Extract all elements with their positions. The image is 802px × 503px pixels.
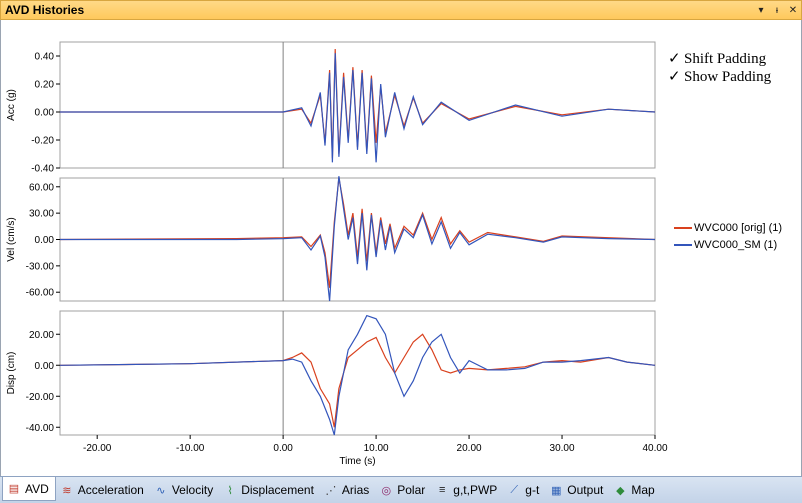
pin-icon[interactable]: ᵼ [775,4,779,16]
bottom-tab-bar: ▤ AVD ≋ Acceleration ∿ Velocity ⌇ Displa… [0,476,802,503]
tab-velocity[interactable]: ∿ Velocity [150,479,219,501]
show-padding-label: Show Padding [684,69,772,85]
tab-label: Map [631,483,655,497]
legend-item-sm: WVC000_SM (1) [674,236,782,253]
y-axis-label: Disp (cm) [6,352,17,395]
shift-padding-label: Shift Padding [684,51,767,67]
legend-swatch [674,226,692,229]
series-line-sm [60,53,656,163]
legend: WVC000 [orig] (1) WVC000_SM (1) [674,219,782,253]
output-icon: ▦ [551,484,562,497]
avd-icon: ▤ [8,483,20,495]
padding-options: ✓ Shift Padding ✓ Show Padding [668,50,771,86]
tab-label: AVD [25,481,49,496]
y-tick-label: -0.40 [31,164,54,175]
y-tick-label: 0.00 [35,361,55,372]
x-tick-label: 20.00 [457,443,482,454]
velocity-icon: ∿ [156,484,166,497]
tab-label: Polar [397,483,426,497]
checkmark-icon: ✓ [668,69,681,85]
tab-avd[interactable]: ▤ AVD [2,477,56,501]
x-tick-label: 30.00 [550,443,575,454]
y-tick-label: 0.40 [35,52,55,63]
x-tick-label: 0.00 [273,443,293,454]
tab-displacement[interactable]: ⌇ Displacement [219,479,320,501]
x-axis-label: Time (s) [339,456,375,467]
x-tick-label: 40.00 [642,443,667,454]
tab-label: g,t,PWP [453,483,498,497]
shift-padding-option[interactable]: ✓ Shift Padding [668,50,771,68]
close-icon[interactable]: ✕ [788,4,798,16]
plot-frame [59,177,656,302]
displacement-icon: ⌇ [227,484,233,497]
tab-label: Velocity [171,483,214,497]
legend-label: WVC000 [orig] (1) [694,221,783,234]
arias-icon: ⋰ [325,484,337,497]
legend-item-orig: WVC000 [orig] (1) [674,219,782,236]
y-tick-label: 30.00 [29,209,54,220]
y-tick-label: 60.00 [29,182,54,193]
y-tick-label: 0.00 [35,108,55,119]
tab-arias[interactable]: ⋰ Arias [320,479,375,501]
tab-label: Output [567,483,604,497]
polar-icon: ◎ [381,484,392,497]
x-tick-label: -20.00 [83,443,112,454]
checkmark-icon: ✓ [668,51,681,67]
dropdown-icon[interactable]: ▾ [758,4,764,16]
series-line-sm [60,176,656,302]
y-axis-label: Vel (cm/s) [6,217,17,261]
legend-swatch [674,243,692,246]
tab-polar[interactable]: ◎ Polar [375,479,431,501]
window-titlebar: AVD Histories ▾ ᵼ ✕ [0,0,802,20]
y-tick-label: -20.00 [26,392,55,403]
show-padding-option[interactable]: ✓ Show Padding [668,68,771,86]
x-tick-label: -10.00 [176,443,205,454]
avd-plots: 0.40 0.20 0.00 -0.20 -0.40 Acc (g) 60.00 30.00 0… [6,41,668,467]
tab-output[interactable]: ▦ Output [545,479,609,501]
tab-label: Acceleration [77,483,144,497]
y-axis-label: Acc (g) [6,89,17,121]
window-title: AVD Histories [5,3,85,17]
y-tick-label: -60.00 [26,288,55,299]
legend-label: WVC000_SM (1) [694,238,778,251]
y-tick-label: -40.00 [26,423,55,434]
x-tick-label: 10.00 [364,443,389,454]
tab-label: Arias [341,483,370,497]
acceleration-icon: ≋ [62,484,72,497]
series-line-sm [59,314,656,436]
y-tick-label: -30.00 [26,261,55,272]
y-tick-label: -0.20 [31,136,54,147]
map-icon: ◆ [616,484,625,497]
y-tick-label: 0.00 [35,235,55,246]
y-tick-label: 0.20 [35,80,55,91]
tab-map[interactable]: ◆ Map [609,479,660,501]
tab-gtpwp[interactable]: ≡ g,t,PWP [431,479,503,501]
y-tick-label: 20.00 [29,330,54,341]
tab-label: g-t [525,483,540,497]
g-t-icon: ⟋ [510,483,519,496]
tab-acceleration[interactable]: ≋ Acceleration [56,479,150,501]
tab-label: Displacement [241,483,314,497]
tab-g-t[interactable]: ⟋ g-t [503,479,545,501]
plot-frame [59,310,656,436]
gtpwp-icon: ≡ [439,484,446,496]
